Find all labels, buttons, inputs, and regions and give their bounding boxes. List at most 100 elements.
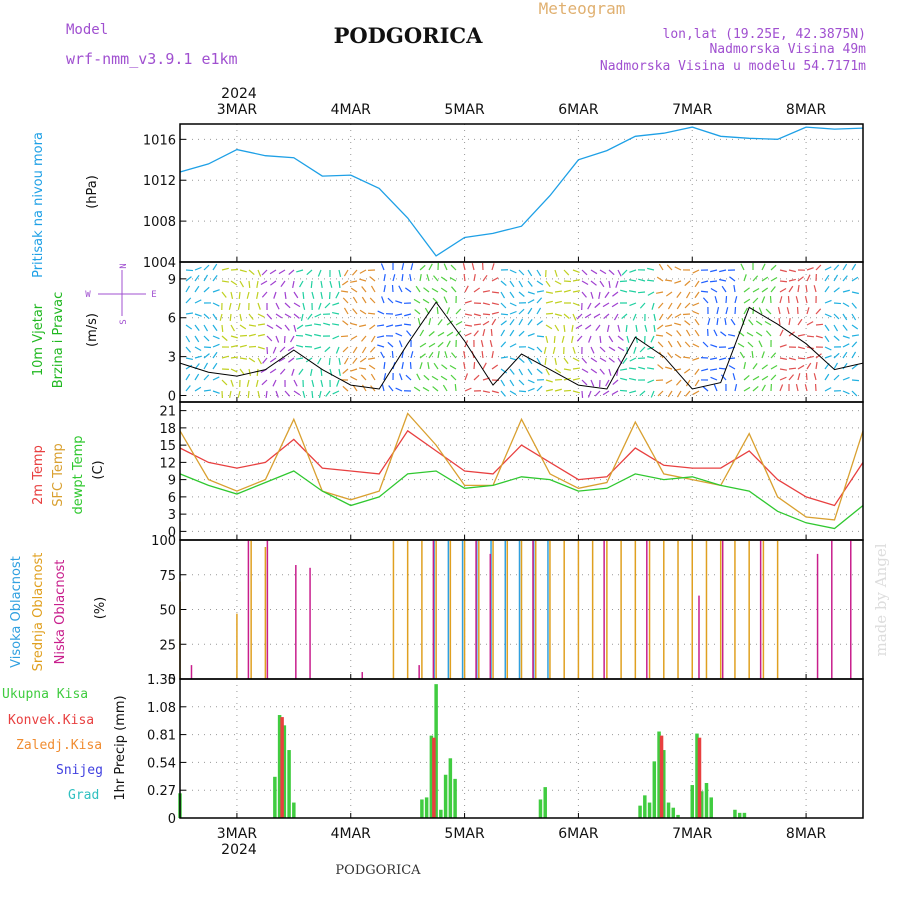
y-tick-label: 3 <box>168 351 176 366</box>
temp2m-legend: 2m Temp <box>31 445 46 505</box>
wind-arrow <box>257 333 265 337</box>
wind-arrow <box>788 357 796 361</box>
wind-arrow <box>194 355 202 359</box>
wind-arrow <box>650 390 655 398</box>
wind-arrow <box>386 324 394 328</box>
wind-arrow <box>343 269 349 277</box>
wind-arrow <box>473 374 480 381</box>
wind-arrow <box>293 291 299 299</box>
year-label-bottom: 2024 <box>221 842 257 858</box>
wind-arrow <box>256 291 259 299</box>
wind-arrow <box>239 334 248 337</box>
wind-arrow <box>674 266 682 271</box>
wind-arrow <box>692 357 700 361</box>
wind-arrow <box>755 331 763 337</box>
wind-arrow <box>599 269 607 275</box>
wind-arrow <box>284 291 287 300</box>
wind-arrow <box>710 269 718 273</box>
wind-arrow <box>273 291 277 299</box>
wind-arrow <box>482 320 490 326</box>
wind-arrow <box>383 373 387 381</box>
wind-arrow <box>343 357 349 365</box>
wind-arrow <box>302 291 305 300</box>
wind-arrow <box>620 377 628 381</box>
wind-arrow <box>806 362 812 370</box>
wind-arrow <box>594 302 601 309</box>
wind-arrow <box>387 297 394 304</box>
wind-arrow <box>629 279 637 282</box>
wind-arrow <box>647 356 655 359</box>
wind-arrow <box>361 335 367 342</box>
wind-arrow <box>554 269 558 277</box>
wind-arrow <box>246 379 250 387</box>
wind-arrow <box>797 346 805 350</box>
compass-n-label: N <box>119 263 129 268</box>
wind-arrow <box>733 284 736 293</box>
wind-arrow <box>743 287 750 293</box>
wind-arrow <box>450 264 457 271</box>
pressure-unit: (hPa) <box>85 175 100 209</box>
y-tick-label: 0 <box>168 673 176 688</box>
wind-arrow <box>255 379 259 387</box>
wind-arrow <box>518 330 525 337</box>
wind-arrow <box>185 276 192 282</box>
wind-arrow <box>797 364 805 370</box>
y-tick-label: 1008 <box>143 215 176 230</box>
wind-arrow <box>739 351 745 359</box>
wind-arrow <box>751 350 754 359</box>
wind-arrow <box>599 368 605 375</box>
wind-arrow <box>509 280 515 288</box>
wind-arrow <box>185 373 191 381</box>
wind-arrow <box>248 313 254 320</box>
wind-unit: (m/s) <box>85 313 100 347</box>
top-date-label: 7MAR <box>672 102 713 118</box>
wind-arrow <box>342 346 349 353</box>
wind-arrow <box>779 287 787 293</box>
wind-arrow <box>734 296 738 304</box>
precip-bar <box>280 717 284 818</box>
wind-arrow <box>545 291 553 294</box>
wind-arrow <box>392 274 396 282</box>
wind-arrow <box>599 357 607 363</box>
bottom-date-label: 6MAR <box>558 826 599 842</box>
wind-arrow <box>185 364 193 370</box>
wind-arrow <box>440 375 448 381</box>
wind-arrow <box>536 290 544 293</box>
wind-arrow <box>692 343 700 348</box>
wind-arrow <box>655 334 664 337</box>
wind-arrow <box>266 335 273 342</box>
y-tick-label: 1.35 <box>147 673 176 688</box>
wind-arrow <box>449 364 457 370</box>
wind-arrow <box>422 298 430 304</box>
wind-arrow <box>257 346 265 350</box>
wind-arrow <box>491 390 499 394</box>
wind-arrow <box>621 269 628 276</box>
wind-arrow <box>295 357 304 360</box>
wind-arrow <box>647 267 655 271</box>
precip-bar <box>704 782 709 818</box>
wind-arrow <box>824 335 830 343</box>
wind-arrow <box>543 346 547 354</box>
wind-arrow <box>851 341 858 348</box>
wind-arrow <box>443 296 448 304</box>
wind-arrow <box>779 344 787 348</box>
wind-arrow <box>604 291 610 299</box>
wind-arrow <box>779 357 787 360</box>
wind-arrow <box>777 307 781 315</box>
wind-arrow <box>752 385 759 392</box>
wind-arrow <box>248 269 255 276</box>
wind-arrow <box>212 324 218 332</box>
wind-arrow <box>275 313 283 319</box>
wind-arrow <box>491 263 495 271</box>
top-date-label: 8MAR <box>786 102 827 118</box>
precip-unit: 1hr Precip (mm) <box>113 695 128 800</box>
wind-arrow <box>381 384 385 392</box>
wind-arrow <box>314 313 322 318</box>
bottom-date-label: 3MAR <box>217 826 258 842</box>
wind-arrow <box>665 366 673 370</box>
cloud-unit: (%) <box>93 597 108 620</box>
wind-arrow <box>851 276 859 282</box>
panel-frame <box>179 261 864 403</box>
wind-arrow <box>747 341 754 348</box>
wind-arrow <box>824 266 832 271</box>
